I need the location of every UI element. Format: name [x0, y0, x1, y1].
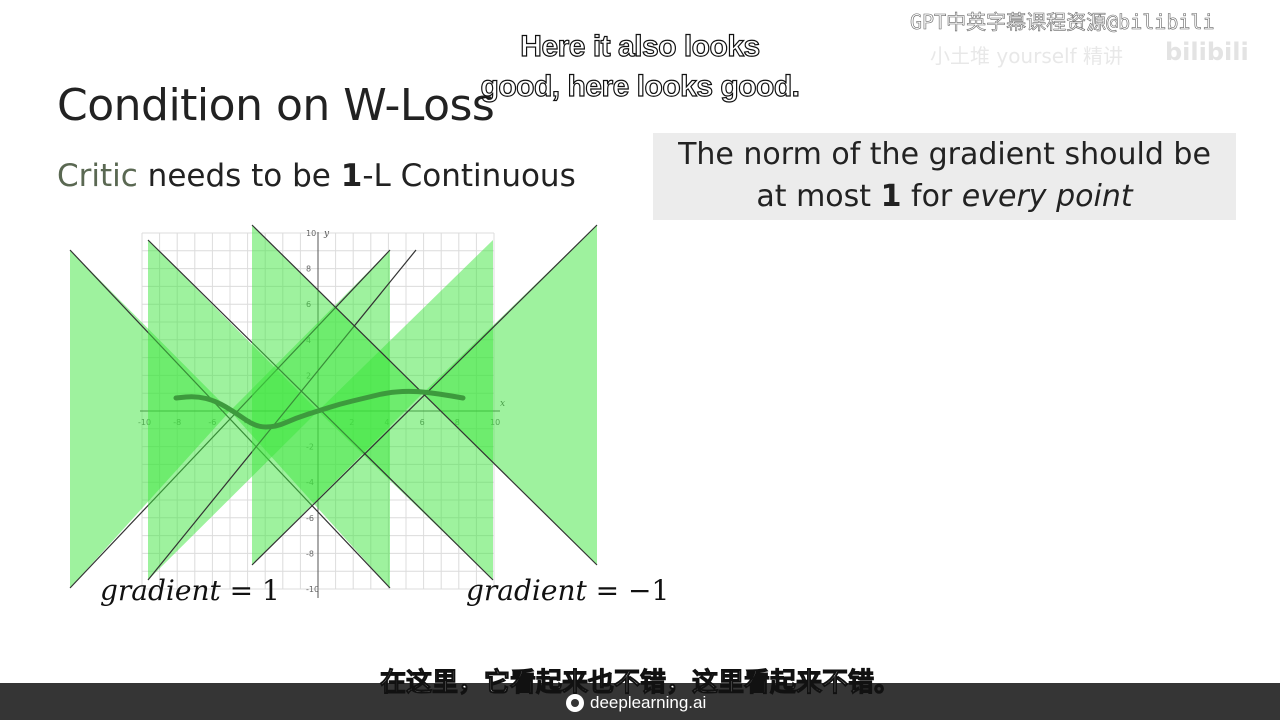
- y-tick-label: -8: [306, 549, 314, 558]
- note-line2-mid: for: [901, 179, 962, 214]
- y-tick-label: -6: [306, 514, 314, 523]
- cone-3: [251, 224, 598, 566]
- lipschitz-cone-graph: x y -10-8-6-4-2246810108642-2-4-6-8-10: [69, 224, 598, 598]
- gradient-negative-value: = −1: [595, 574, 670, 607]
- y-tick-label: 8: [306, 265, 311, 274]
- y-tick-label: -10: [306, 585, 319, 594]
- watermark-text: GPT中英字幕课程资源@bilibili: [910, 10, 1215, 35]
- deeplearning-logo-icon: [566, 694, 584, 712]
- subtitle-middle: needs to be: [137, 158, 341, 194]
- english-subtitle-line-2: good, here looks good.: [480, 69, 801, 103]
- slide-title: Condition on W-Loss: [57, 80, 495, 131]
- footer-brand-text: deeplearning.ai: [590, 693, 707, 712]
- footer-brand: deeplearning.ai: [566, 690, 706, 716]
- chinese-subtitle: 在这里，它看起来也不错，这里看起来不错。: [379, 668, 900, 699]
- cone-3-left-fill: [252, 225, 423, 565]
- subtitle-bold-one: 1: [340, 158, 363, 194]
- note-line2-pre: at most: [756, 179, 881, 214]
- note-line-2: at most 1 for every point: [653, 179, 1236, 214]
- english-subtitle-line-1: Here it also looks: [520, 29, 761, 63]
- cone-3-right-fill: [423, 225, 597, 565]
- slide-subtitle: Critic needs to be 1-L Continuous: [57, 158, 576, 194]
- gradient-positive-text: gradient: [100, 574, 221, 607]
- footer-bar: [0, 683, 1280, 720]
- note-line2-bold: 1: [880, 179, 902, 214]
- gradient-norm-note: The norm of the gradient should be at mo…: [653, 133, 1236, 220]
- gradient-positive-value: = 1: [229, 574, 280, 607]
- note-line2-italic: every point: [961, 179, 1133, 214]
- cone-3-line-b: [251, 224, 598, 566]
- critic-word: Critic: [57, 158, 138, 194]
- bilibili-logo: bilibili: [1165, 38, 1249, 66]
- gradient-negative-label: gradient = −1: [466, 574, 669, 607]
- gradient-negative-text: gradient: [466, 574, 587, 607]
- note-line-1: The norm of the gradient should be: [678, 137, 1211, 172]
- y-tick-label: 10: [306, 229, 316, 238]
- watermark-subtext: 小土堆 yourself 精讲: [930, 44, 1124, 68]
- y-axis-label: y: [323, 229, 330, 239]
- critic-function-curve: [173, 388, 466, 430]
- subtitle-rest: -L Continuous: [362, 158, 576, 194]
- gradient-positive-label: gradient = 1: [100, 574, 280, 607]
